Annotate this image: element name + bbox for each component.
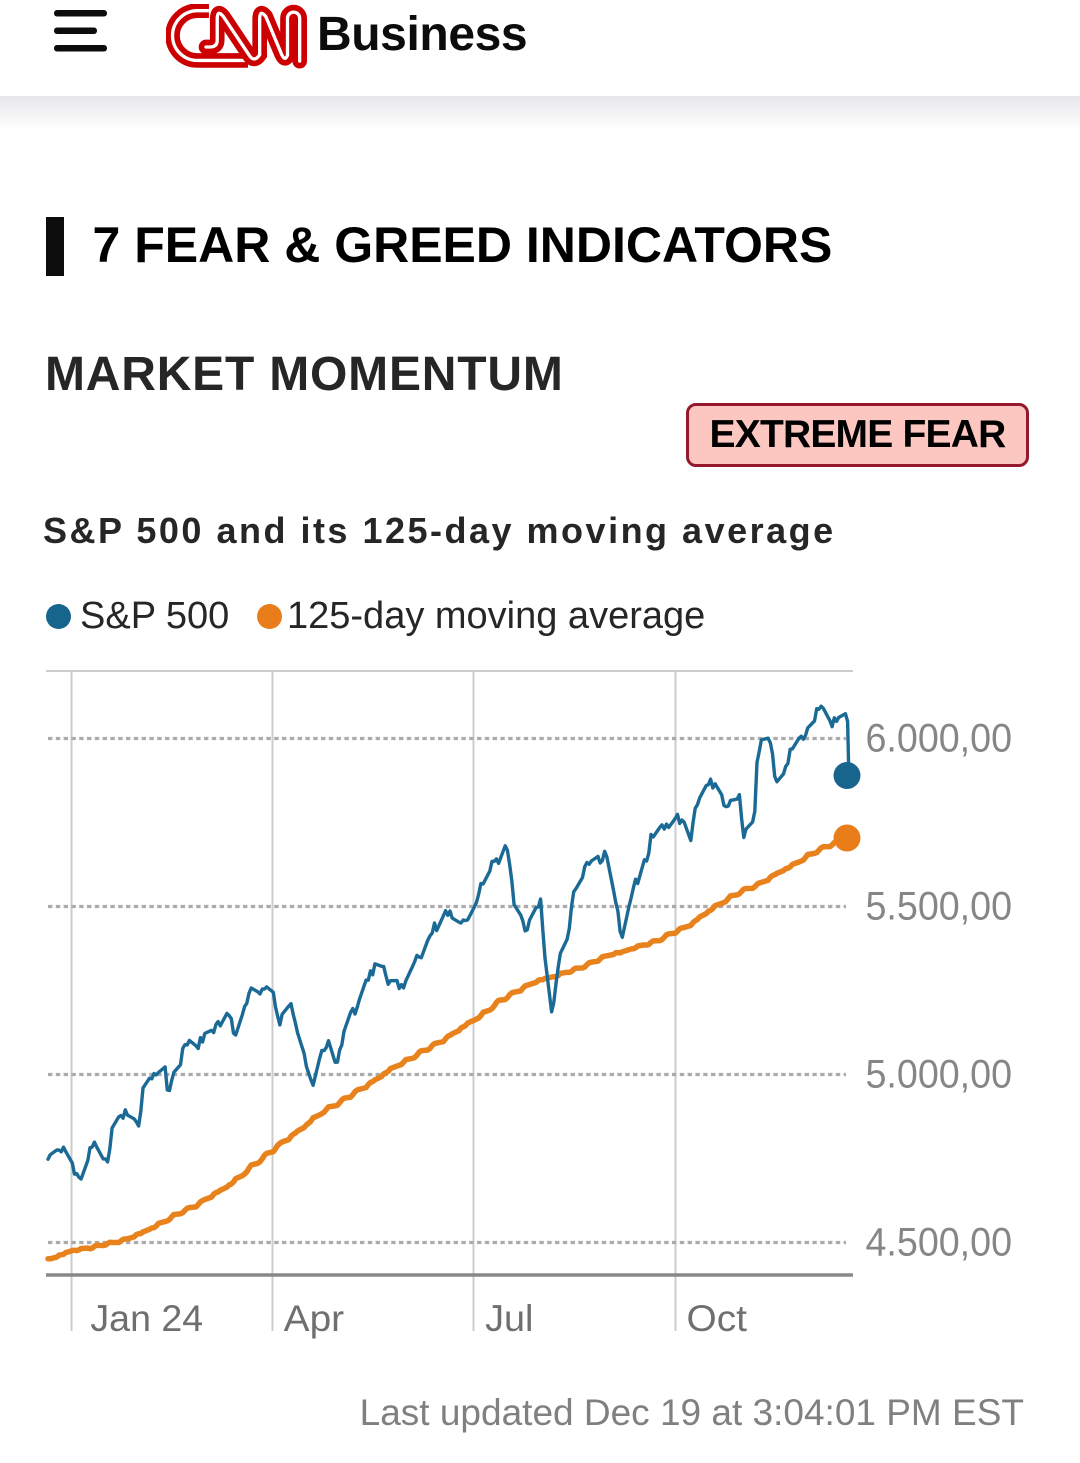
svg-text:6.000,00: 6.000,00	[866, 717, 1013, 761]
svg-text:Jan 24: Jan 24	[90, 1298, 203, 1339]
svg-text:Oct: Oct	[687, 1298, 748, 1339]
svg-text:5.500,00: 5.500,00	[866, 885, 1013, 929]
svg-text:Apr: Apr	[284, 1298, 344, 1339]
svg-text:4.500,00: 4.500,00	[866, 1221, 1013, 1265]
svg-text:Jul: Jul	[485, 1298, 533, 1339]
svg-text:5.000,00: 5.000,00	[866, 1053, 1013, 1097]
